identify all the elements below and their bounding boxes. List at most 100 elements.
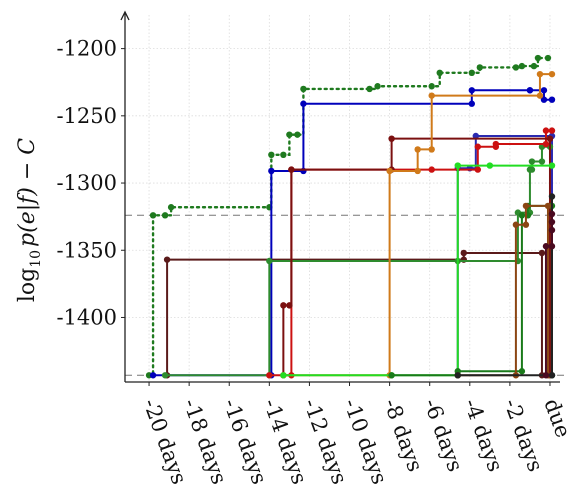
data-point — [522, 221, 530, 228]
data-point — [366, 85, 373, 93]
series-line — [147, 56, 550, 377]
series-12 — [454, 193, 556, 379]
data-point — [546, 135, 554, 142]
data-point — [428, 166, 435, 173]
data-point — [288, 166, 295, 173]
data-point — [522, 202, 530, 210]
data-point — [286, 302, 293, 309]
data-point — [468, 87, 475, 94]
y-axis-title: log10p(e|f) − C — [15, 138, 44, 302]
data-point — [414, 167, 421, 175]
data-point — [386, 167, 393, 175]
data-point — [472, 132, 480, 140]
data-point — [548, 70, 556, 78]
data-point — [548, 162, 556, 169]
series-10 — [388, 202, 556, 379]
data-point — [492, 140, 500, 148]
data-point — [544, 202, 552, 210]
data-point — [540, 87, 548, 94]
y-tick-label: -1300 — [56, 171, 117, 195]
y-tick-label: -1350 — [56, 238, 117, 262]
data-point — [528, 158, 536, 165]
data-point — [548, 193, 556, 200]
data-point — [268, 151, 275, 159]
data-point — [518, 62, 526, 70]
data-point — [468, 69, 475, 77]
data-point — [268, 167, 275, 175]
data-point — [536, 70, 544, 78]
data-point — [266, 257, 273, 265]
data-point — [548, 96, 556, 103]
data-point — [280, 372, 287, 379]
grid — [125, 15, 560, 382]
series-5 — [161, 143, 554, 379]
data-point — [286, 131, 293, 138]
series-line — [283, 73, 552, 377]
series-line — [456, 134, 553, 376]
data-point — [548, 210, 556, 218]
x-tick-label: due — [539, 396, 571, 441]
y-axis-arrow — [120, 10, 130, 21]
data-point — [460, 249, 467, 257]
data-point — [528, 166, 536, 173]
data-point — [161, 372, 169, 379]
data-point — [530, 62, 538, 70]
data-point — [428, 83, 435, 90]
data-point — [167, 204, 175, 211]
data-point — [518, 368, 526, 375]
data-point — [474, 166, 482, 173]
series-group — [145, 54, 556, 379]
data-point — [163, 256, 171, 263]
data-point — [544, 54, 552, 62]
data-point — [542, 243, 550, 250]
data-point — [374, 83, 381, 90]
data-point — [149, 372, 157, 379]
data-point — [548, 372, 556, 379]
data-point — [526, 87, 534, 94]
data-point — [548, 226, 556, 234]
data-point — [476, 64, 484, 71]
data-point — [486, 162, 494, 169]
data-point — [474, 143, 482, 150]
data-point — [161, 212, 169, 219]
data-point — [538, 249, 546, 257]
data-point — [388, 372, 395, 379]
data-point — [300, 100, 307, 107]
data-point — [542, 140, 550, 148]
data-point — [468, 100, 475, 107]
x-tick-labels: -20 days-18 days-16 days-14 days-12 days… — [138, 382, 571, 487]
data-point — [548, 218, 556, 226]
y-tick-label: -1200 — [56, 37, 117, 61]
series-9 — [280, 162, 556, 379]
data-point — [428, 92, 435, 99]
data-point — [300, 85, 307, 93]
data-point — [542, 127, 550, 134]
series-line — [457, 196, 553, 377]
series-line — [391, 204, 553, 377]
data-point — [512, 64, 520, 71]
data-point — [280, 302, 287, 309]
reference-lines — [125, 214, 568, 376]
data-point — [266, 372, 273, 379]
data-point — [538, 158, 546, 165]
axes — [120, 10, 560, 383]
y-tick-labels: -1200 -1250 -1300 -1350 -1400 — [56, 37, 125, 329]
data-point — [534, 54, 542, 62]
series-13 — [542, 210, 556, 379]
series-line — [166, 251, 543, 376]
y-tick-label: -1250 — [56, 104, 117, 128]
series-line — [165, 145, 550, 377]
data-point — [518, 212, 526, 219]
data-point — [388, 135, 395, 142]
data-point — [149, 212, 157, 219]
series-line — [457, 204, 549, 377]
series-line — [153, 89, 552, 377]
data-point — [294, 131, 301, 138]
data-point — [436, 69, 443, 77]
data-point — [280, 151, 287, 159]
data-point — [454, 372, 461, 379]
data-point — [536, 92, 544, 99]
series-4 — [163, 249, 546, 379]
data-point — [548, 243, 556, 250]
